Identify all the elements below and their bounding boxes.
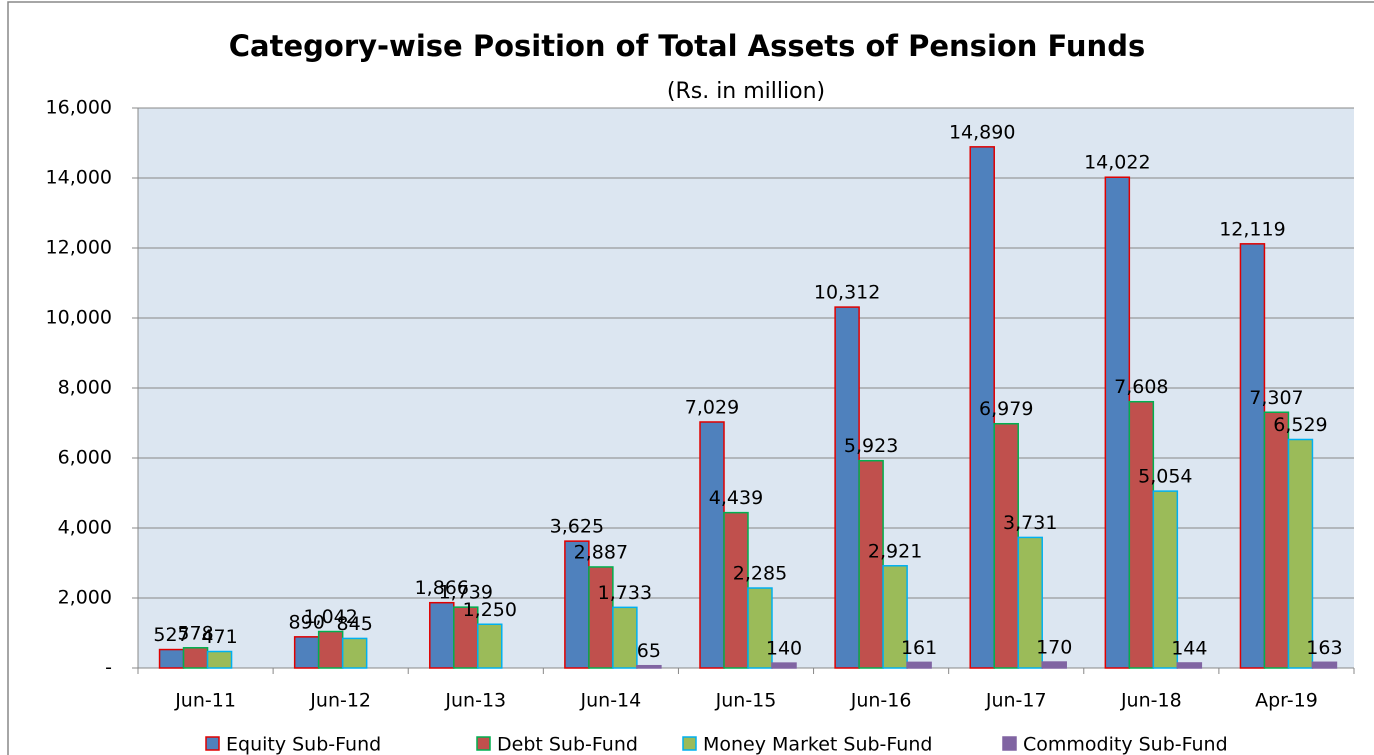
bar bbox=[206, 650, 233, 669]
bar bbox=[834, 306, 860, 669]
bar bbox=[723, 511, 749, 669]
y-tick-label: 14,000 bbox=[46, 167, 112, 189]
legend-swatch bbox=[1002, 736, 1017, 751]
data-label: 3,731 bbox=[1003, 512, 1057, 534]
chart-title: Category-wise Position of Total Assets o… bbox=[229, 29, 1145, 63]
y-tick-label: 4,000 bbox=[58, 517, 112, 539]
bar bbox=[612, 606, 638, 669]
bar bbox=[1263, 411, 1290, 669]
x-tick-label: Jun-17 bbox=[985, 690, 1047, 712]
bar bbox=[293, 636, 320, 669]
data-label: 170 bbox=[1036, 637, 1072, 659]
data-label: 7,307 bbox=[1249, 387, 1303, 409]
x-tick-label: Jun-14 bbox=[580, 690, 642, 712]
data-label: 6,979 bbox=[979, 398, 1033, 420]
y-tick-label: 12,000 bbox=[46, 237, 112, 259]
bar bbox=[429, 601, 455, 669]
bar bbox=[1239, 243, 1266, 669]
data-label: 1,733 bbox=[598, 582, 652, 604]
bar bbox=[858, 459, 884, 669]
x-tick-label: Jun-12 bbox=[309, 690, 371, 712]
data-label: 5,054 bbox=[1138, 466, 1192, 488]
x-tick-label: Jun-11 bbox=[174, 690, 236, 712]
data-label: 140 bbox=[766, 638, 802, 660]
data-label: 4,439 bbox=[709, 487, 763, 509]
data-label: 1,739 bbox=[439, 582, 493, 604]
bar bbox=[453, 606, 479, 669]
bar bbox=[477, 623, 503, 669]
bar bbox=[158, 648, 185, 669]
data-label: 578 bbox=[177, 622, 213, 644]
x-tick-label: Jun-15 bbox=[715, 690, 777, 712]
legend-swatch bbox=[682, 736, 697, 751]
y-tick-label: 2,000 bbox=[58, 587, 112, 609]
y-tick-label: 6,000 bbox=[58, 447, 112, 469]
y-tick-label: 10,000 bbox=[46, 307, 112, 329]
bar bbox=[771, 662, 797, 669]
chart-subtitle: (Rs. in million) bbox=[667, 79, 825, 104]
data-label: 1,042 bbox=[303, 606, 357, 628]
bar bbox=[1311, 661, 1338, 669]
bar bbox=[1017, 536, 1043, 669]
data-label: 3,625 bbox=[550, 516, 604, 538]
bar bbox=[182, 647, 209, 669]
bar bbox=[1176, 662, 1203, 669]
bar bbox=[341, 637, 368, 669]
bar bbox=[1128, 400, 1155, 669]
bar bbox=[317, 630, 344, 669]
data-label: 471 bbox=[201, 626, 237, 648]
data-label: 845 bbox=[337, 613, 373, 635]
data-label: 2,285 bbox=[733, 563, 787, 585]
bar bbox=[747, 587, 773, 669]
bar bbox=[564, 540, 590, 669]
y-tick-label: - bbox=[105, 657, 112, 679]
data-label: 527 bbox=[153, 624, 189, 646]
legend-label: Money Market Sub-Fund bbox=[703, 734, 932, 755]
legend-label: Debt Sub-Fund bbox=[497, 734, 638, 755]
bar bbox=[1104, 176, 1131, 669]
bar bbox=[1041, 661, 1067, 669]
bar bbox=[969, 146, 995, 669]
data-label: 144 bbox=[1171, 637, 1207, 659]
legend-swatch bbox=[205, 736, 220, 751]
y-tick-label: 16,000 bbox=[46, 97, 112, 119]
data-label: 6,529 bbox=[1273, 414, 1327, 436]
data-label: 7,029 bbox=[685, 396, 739, 418]
x-tick-label: Apr-19 bbox=[1255, 690, 1318, 712]
data-label: 12,119 bbox=[1219, 218, 1285, 240]
data-label: 10,312 bbox=[814, 282, 880, 304]
data-label: 65 bbox=[637, 640, 661, 662]
x-tick-label: Jun-13 bbox=[444, 690, 506, 712]
x-tick-label: Jun-18 bbox=[1120, 690, 1182, 712]
data-label: 14,890 bbox=[949, 121, 1015, 143]
bar bbox=[1152, 490, 1179, 669]
bar bbox=[1287, 438, 1314, 669]
bar bbox=[636, 664, 662, 669]
legend-swatch bbox=[476, 736, 491, 751]
bar bbox=[588, 566, 614, 669]
y-tick-label: 8,000 bbox=[58, 377, 112, 399]
data-label: 2,921 bbox=[868, 540, 922, 562]
data-label: 161 bbox=[901, 637, 937, 659]
data-label: 7,608 bbox=[1114, 376, 1168, 398]
data-label: 1,250 bbox=[463, 599, 517, 621]
bar bbox=[906, 661, 932, 669]
data-label: 163 bbox=[1306, 637, 1342, 659]
legend-label: Commodity Sub-Fund bbox=[1023, 734, 1228, 755]
bar bbox=[882, 565, 908, 669]
x-tick-label: Jun-16 bbox=[850, 690, 912, 712]
bar bbox=[993, 422, 1019, 669]
data-label: 5,923 bbox=[844, 435, 898, 457]
data-label: 890 bbox=[289, 611, 325, 633]
data-label: 14,022 bbox=[1084, 152, 1150, 174]
bar bbox=[699, 421, 725, 669]
data-label: 2,887 bbox=[574, 541, 628, 563]
data-label: 1,866 bbox=[415, 577, 469, 599]
legend-label: Equity Sub-Fund bbox=[226, 734, 381, 755]
